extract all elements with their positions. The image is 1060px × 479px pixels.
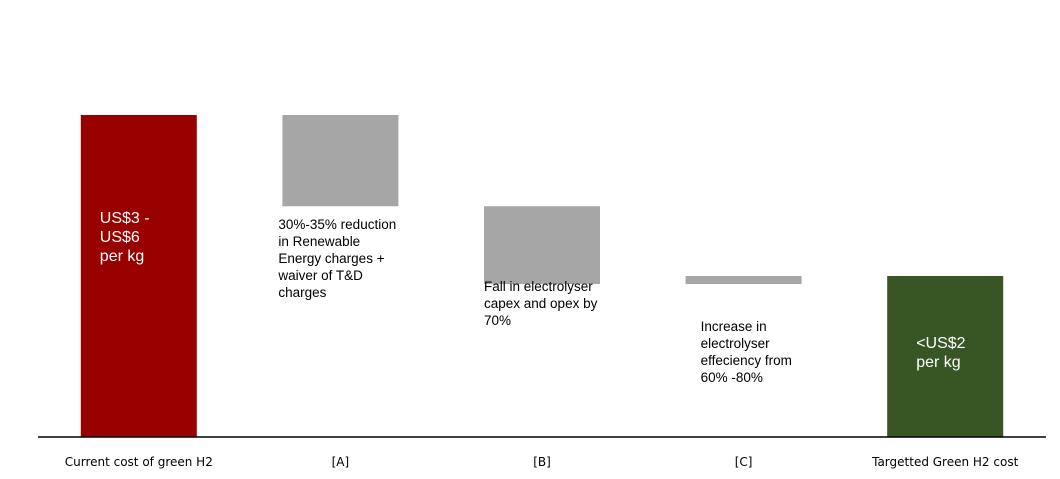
bar-value-label-line: per kg	[916, 354, 960, 371]
annotation-line: capex and opex by	[484, 296, 598, 311]
bar-b	[484, 206, 600, 285]
bar-value-label-line: US$6	[100, 229, 140, 246]
bar-c	[685, 276, 802, 285]
x-tick-label-b: [B]	[533, 455, 551, 469]
bar-current-cost-of-green-h2	[80, 115, 197, 437]
annotation-line: Increase in	[701, 319, 767, 334]
annotation-line: Fall in electrolyser	[484, 279, 593, 294]
bar-value-label-line: <US$2	[916, 335, 965, 352]
bar-targetted-green-h2-cost	[887, 276, 1004, 437]
annotation-line: effeciency from	[701, 353, 792, 368]
annotation-c: Increase in electrolyser effeciency from 60…	[701, 319, 792, 385]
x-tick-label-c: [C]	[735, 455, 753, 469]
bar-a	[282, 115, 399, 207]
annotation-line: waiver of T&D	[277, 268, 363, 283]
x-tick-label-a: [A]	[332, 455, 350, 469]
annotation-line: 30%-35% reduction	[278, 217, 396, 232]
x-tick-label-current-cost-of-green-h2: Current cost of green H2	[65, 455, 213, 469]
bar-value-label-targetted-green-h2-cost: <US$2 per kg	[916, 335, 965, 371]
annotation-line: charges	[278, 285, 326, 300]
bars-layer	[80, 115, 1004, 437]
x-tick-labels: Current cost of green H2 [A] [B] [C] Targett…	[65, 455, 1019, 469]
annotation-b: Fall in electrolyser capex and opex by 70%	[484, 279, 598, 328]
annotation-line: in Renewable	[278, 234, 360, 249]
annotations-layer: 30%-35% reduction in Renewable Energy char…	[277, 217, 791, 385]
bar-value-label-current-cost-of-green-h2: US$3 - US$6 per kg	[100, 210, 150, 265]
bar-value-label-line: US$3 -	[100, 210, 150, 227]
annotation-line: Energy charges +	[278, 251, 384, 266]
annotation-line: electrolyser	[701, 336, 771, 351]
annotation-a: 30%-35% reduction in Renewable Energy char…	[277, 217, 396, 300]
annotation-line: 70%	[484, 313, 511, 328]
annotation-line: 60% -80%	[701, 370, 763, 385]
x-tick-label-targetted-green-h2-cost: Targetted Green H2 cost	[871, 455, 1018, 469]
bar-value-label-line: per kg	[100, 248, 144, 265]
bar-labels-layer: US$3 - US$6 per kg <US$2 per kg	[100, 210, 966, 371]
